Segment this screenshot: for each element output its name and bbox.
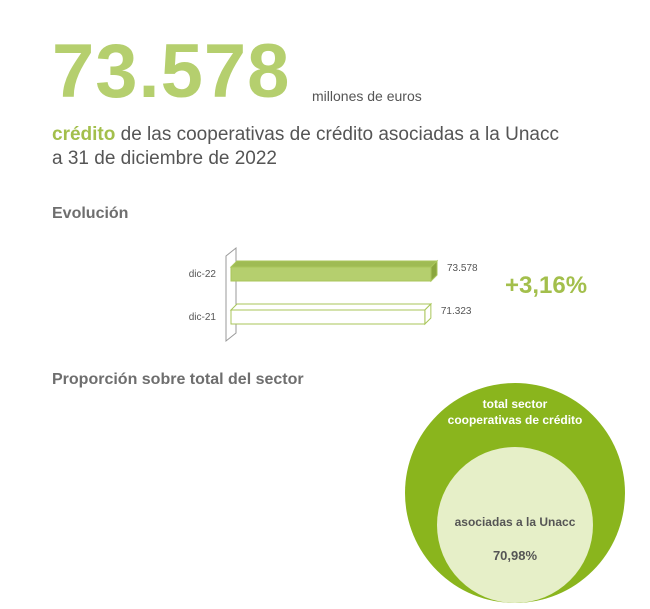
axis-wall	[225, 246, 237, 343]
outer-label-line1: total sector	[482, 397, 548, 411]
category-label-dic-22: dic-22	[189, 269, 217, 280]
bar-dic-21	[230, 309, 426, 325]
inner-circle	[437, 447, 593, 603]
category-label-dic-21: dic-21	[189, 312, 217, 323]
value-label-dic-22: 73.578	[447, 263, 478, 274]
description-line1: de las cooperativas de crédito asociadas…	[115, 124, 559, 145]
headline-value: 73.578	[52, 29, 291, 114]
bar-dic-22	[230, 266, 432, 282]
outer-label-line2: cooperativas de crédito	[447, 413, 583, 427]
description-line2: a 31 de diciembre de 2022	[52, 148, 277, 169]
description-highlight: crédito	[52, 124, 116, 145]
description: crédito de las cooperativas de crédito a…	[52, 123, 612, 171]
value-label-dic-21: 71.323	[441, 306, 472, 317]
outer-circle-label: total sector cooperativas de crédito	[430, 396, 600, 428]
inner-circle-value: 70,98%	[492, 548, 538, 563]
headline-unit: millones de euros	[312, 88, 422, 104]
evolution-title: Evolución	[52, 205, 129, 222]
proportion-title: Proporción sobre total del sector	[52, 371, 304, 388]
evolution-change: +3,16%	[505, 272, 588, 299]
inner-circle-label: asociadas a la Unacc	[454, 515, 576, 529]
